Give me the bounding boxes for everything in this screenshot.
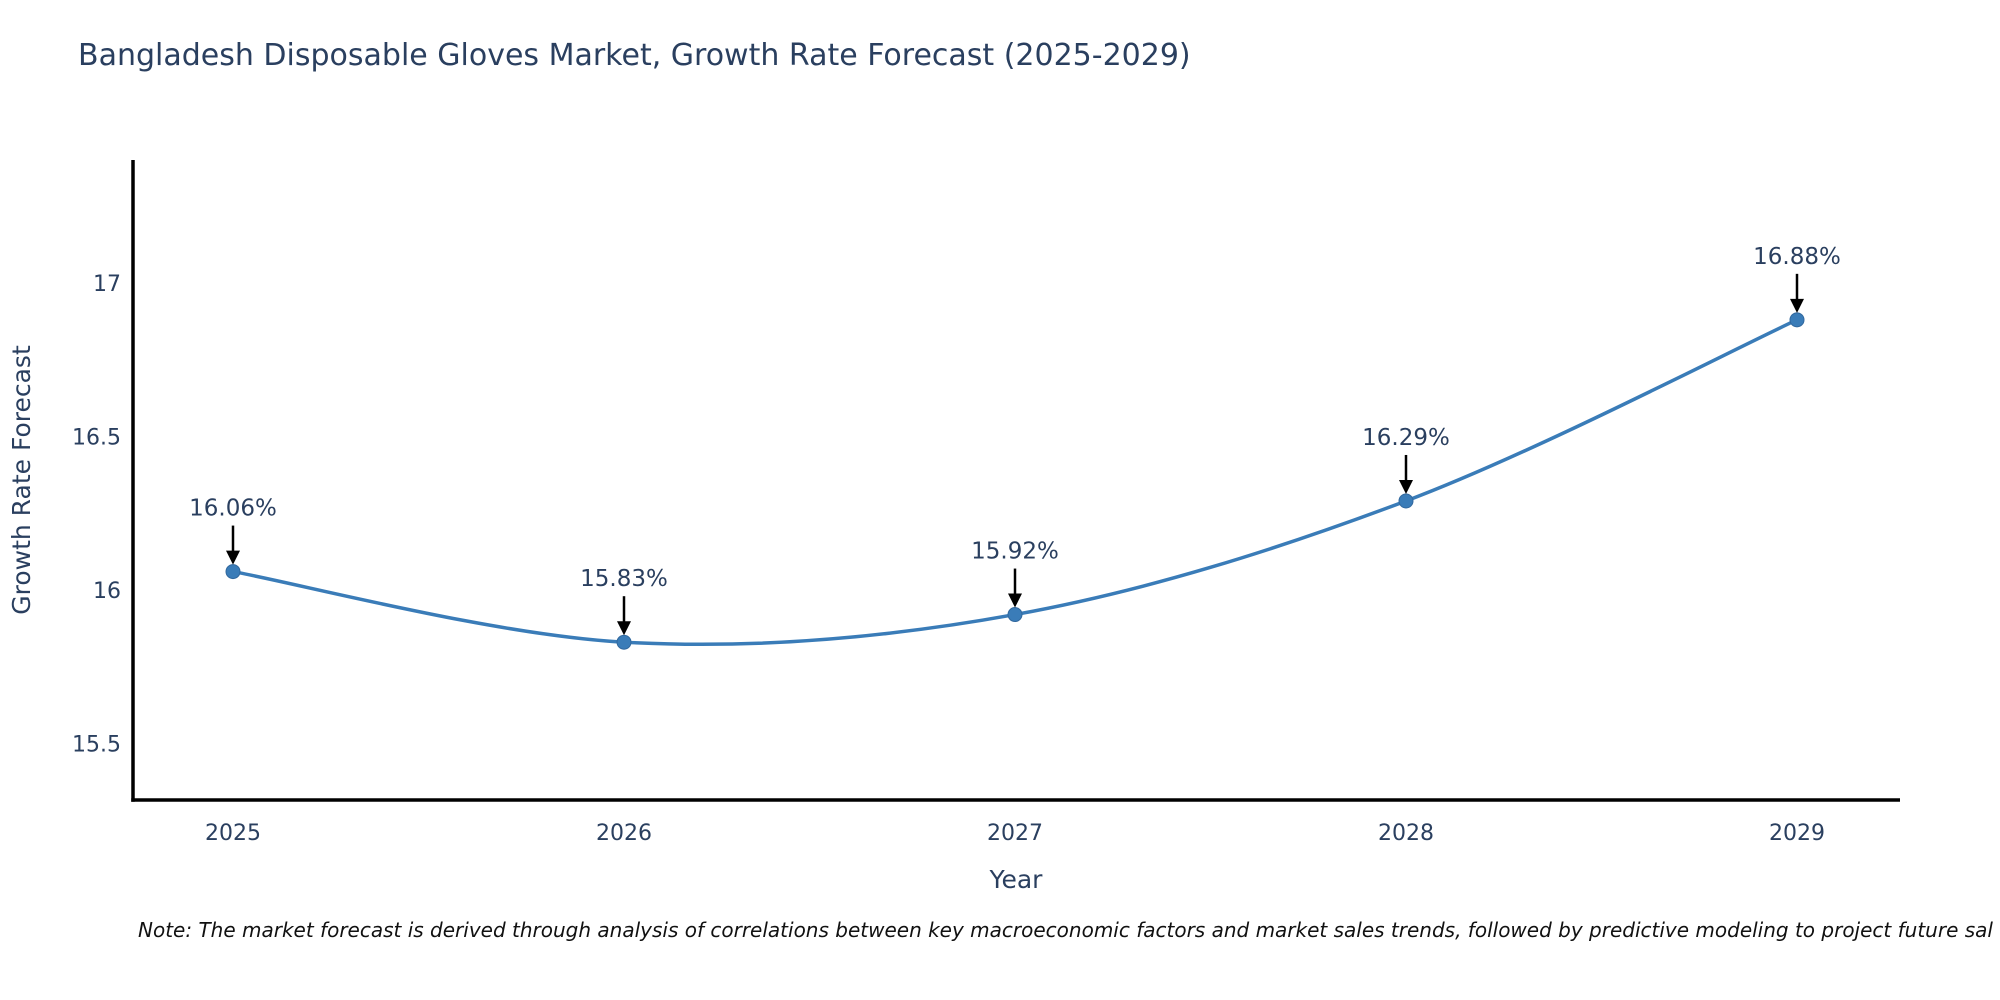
data-point-label: 16.29% — [1362, 425, 1450, 451]
x-tick-label: 2028 — [1378, 821, 1434, 846]
x-tick-label: 2026 — [596, 821, 652, 846]
y-tick-label: 17 — [93, 272, 121, 297]
x-tick-label: 2027 — [987, 821, 1043, 846]
data-point-marker — [225, 564, 241, 580]
data-point-marker — [1398, 493, 1414, 509]
annotation-arrow-head — [226, 550, 240, 565]
data-point-marker — [616, 634, 632, 650]
annotation-arrow-head — [1399, 479, 1413, 494]
data-point-marker — [1789, 312, 1805, 328]
x-tick-label: 2025 — [205, 821, 261, 846]
data-point-marker — [1007, 607, 1023, 623]
y-axis-title: Growth Rate Forecast — [7, 345, 36, 615]
data-point-label: 16.06% — [189, 496, 277, 522]
annotation-arrow-head — [617, 621, 631, 636]
data-point-label: 15.83% — [580, 566, 668, 592]
data-point-label: 16.88% — [1753, 244, 1841, 270]
x-tick-label: 2029 — [1769, 821, 1825, 846]
y-tick-label: 16.5 — [72, 426, 121, 451]
annotation-arrow-head — [1008, 593, 1022, 608]
annotation-arrow-head — [1790, 298, 1804, 313]
y-tick-label: 15.5 — [72, 733, 121, 758]
footnote: Note: The market forecast is derived thr… — [138, 918, 1993, 942]
data-point-label: 15.92% — [971, 539, 1059, 565]
chart-title: Bangladesh Disposable Gloves Market, Gro… — [78, 38, 1191, 73]
x-axis-title: Year — [989, 865, 1044, 894]
plot-generated-layer: 15.5 16 16.5 17 2025 2026 2027 2028 2029 16.06% 15… — [72, 160, 1900, 846]
y-tick-label: 16 — [93, 579, 121, 604]
